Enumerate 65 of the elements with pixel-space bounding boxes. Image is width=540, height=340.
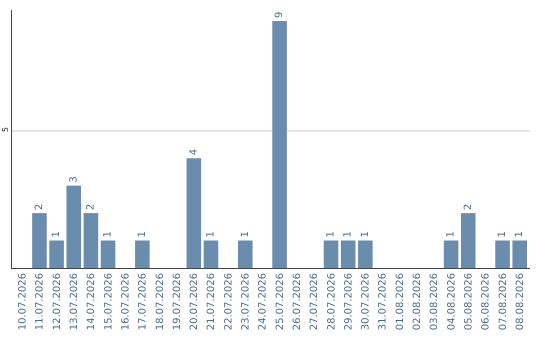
x-tick-label: 02.08.2026 bbox=[412, 273, 424, 330]
data-label: 1 bbox=[240, 231, 251, 238]
x-tick-label: 10.07.2026 bbox=[18, 273, 29, 330]
x-tick-label: 15.07.2026 bbox=[103, 273, 114, 330]
bar bbox=[495, 240, 510, 268]
data-label: 3 bbox=[68, 176, 80, 183]
data-label: 1 bbox=[342, 231, 354, 238]
data-label: 4 bbox=[188, 148, 200, 156]
bar bbox=[135, 240, 150, 268]
y-tick-label: 5 bbox=[0, 127, 10, 132]
bar bbox=[444, 240, 458, 268]
x-tick-label: 18.07.2026 bbox=[154, 273, 166, 330]
x-tick-label: 16.07.2026 bbox=[120, 273, 132, 330]
x-tick-label: 05.08.2026 bbox=[464, 273, 474, 330]
x-tick-label: 24.07.2026 bbox=[258, 273, 269, 330]
x-tick-label: 01.08.2026 bbox=[394, 273, 406, 330]
x-tick-label: 25.07.2026 bbox=[274, 273, 286, 330]
bar bbox=[204, 240, 218, 268]
data-label: 1 bbox=[51, 231, 62, 238]
bar bbox=[49, 240, 64, 268]
x-tick-label: 14.07.2026 bbox=[86, 273, 98, 330]
x-tick-label: 03.08.2026 bbox=[429, 273, 440, 330]
bar bbox=[100, 240, 116, 268]
bar bbox=[460, 213, 476, 268]
data-label: 1 bbox=[205, 231, 216, 238]
data-label: 1 bbox=[497, 231, 508, 238]
bar bbox=[84, 213, 98, 268]
x-tick-label: 21.07.2026 bbox=[206, 273, 218, 330]
x-tick-label: 23.07.2026 bbox=[240, 273, 252, 330]
x-tick-label: 30.07.2026 bbox=[360, 273, 372, 330]
x-tick-label: 11.07.2026 bbox=[34, 273, 46, 330]
data-label: 9 bbox=[274, 12, 286, 18]
x-tick-label: 27.07.2026 bbox=[309, 273, 320, 330]
x-tick-label: 08.08.2026 bbox=[514, 273, 526, 330]
data-label: 1 bbox=[136, 231, 148, 238]
bar bbox=[66, 186, 82, 268]
x-tick-label: 12.07.2026 bbox=[52, 273, 63, 330]
bar bbox=[324, 240, 338, 268]
x-tick-label: 19.07.2026 bbox=[172, 273, 183, 330]
data-label: 2 bbox=[34, 204, 45, 210]
bar bbox=[32, 213, 47, 268]
data-label: 2 bbox=[462, 204, 474, 210]
data-label: 1 bbox=[514, 231, 526, 238]
bar bbox=[512, 240, 527, 268]
bar bbox=[340, 240, 356, 268]
data-label: 2 bbox=[85, 204, 96, 210]
x-tick-label: 13.07.2026 bbox=[69, 273, 80, 330]
x-tick-label: 31.07.2026 bbox=[378, 273, 389, 330]
x-tick-label: 20.07.2026 bbox=[189, 273, 200, 330]
data-label: 1 bbox=[102, 231, 114, 238]
x-tick-label: 17.07.2026 bbox=[138, 273, 149, 330]
x-tick-label: 04.08.2026 bbox=[446, 273, 458, 330]
data-label: 1 bbox=[326, 231, 337, 238]
x-tick-label: 26.07.2026 bbox=[292, 273, 303, 330]
bar bbox=[186, 158, 202, 268]
data-label: 1 bbox=[360, 231, 371, 238]
x-tick-label: 06.08.2026 bbox=[480, 273, 492, 330]
x-tick-label: 07.08.2026 bbox=[498, 273, 509, 330]
x-tick-label: 29.07.2026 bbox=[343, 273, 354, 330]
data-label: 1 bbox=[446, 231, 457, 238]
bar bbox=[272, 20, 287, 268]
bar bbox=[238, 240, 253, 268]
bar bbox=[358, 240, 373, 268]
x-tick-label: 28.07.2026 bbox=[326, 273, 338, 330]
x-tick-label: 22.07.2026 bbox=[223, 273, 234, 330]
